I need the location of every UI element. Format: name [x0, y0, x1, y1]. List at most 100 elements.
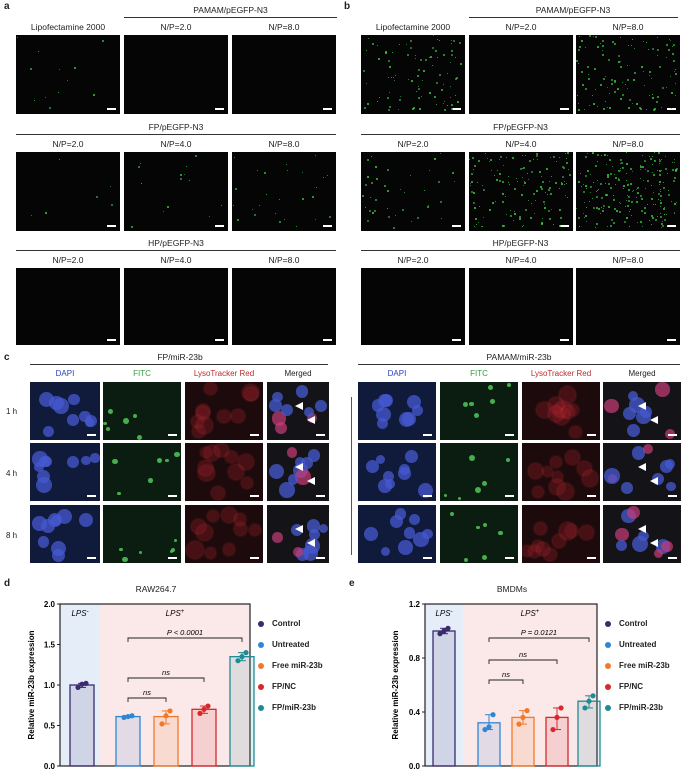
- cell-nucleus: [377, 479, 392, 493]
- fluorescence-speck: [633, 79, 636, 82]
- cell-nucleus: [238, 455, 253, 470]
- fluorescence-speck: [482, 217, 484, 219]
- legend-marker: [258, 620, 264, 627]
- bar-control: [69, 684, 95, 767]
- fluorescence-speck: [111, 204, 114, 207]
- fluorescence-speck: [604, 76, 606, 78]
- cell-nucleus: [268, 399, 282, 412]
- fluorescence-speck: [443, 100, 445, 102]
- fluorescence-speck: [593, 206, 596, 209]
- fluorescence-speck: [410, 174, 412, 176]
- fluorescence-speck: [650, 78, 652, 80]
- cell-nucleus: [197, 404, 209, 417]
- fluorescence-speck: [568, 174, 571, 177]
- data-point: [201, 706, 207, 712]
- cell-nucleus: [380, 546, 391, 557]
- fluorescence-speck: [377, 100, 379, 102]
- fluorescence-speck: [641, 226, 643, 228]
- panel-a-group-fp-title: FP/pEGFP-N3: [148, 122, 204, 132]
- fluorescence-speck: [585, 184, 588, 187]
- arrowhead-marker: [294, 525, 303, 534]
- micrograph-b-fp-np2: [361, 152, 465, 231]
- fluorescence-speck: [367, 220, 370, 223]
- cell-nucleus: [582, 471, 598, 487]
- fluorescence-speck: [549, 217, 552, 220]
- fluorescence-speck: [671, 92, 674, 95]
- panel-c-left-hdr-lyso: LysoTracker Red: [193, 369, 255, 378]
- micrograph-c-left-merged-3: [267, 505, 329, 563]
- y-tick-label: 0.0: [44, 762, 56, 770]
- significance-bracket-ns-2: [127, 697, 167, 702]
- fluorescence-speck: [471, 190, 474, 193]
- fluorescence-speck: [543, 204, 545, 206]
- fluorescence-speck: [640, 108, 643, 111]
- cell-nucleus: [404, 527, 416, 539]
- scale-bar: [423, 434, 432, 436]
- fluorescence-speck: [586, 152, 588, 154]
- fluorescence-speck: [417, 217, 420, 220]
- fluorescence-speck: [502, 165, 504, 167]
- fluorescence-speck: [265, 193, 267, 195]
- fitc-signal: [138, 550, 142, 554]
- fluorescence-speck: [419, 58, 422, 61]
- fitc-signal: [148, 478, 153, 483]
- micrograph-b-fp-np8: [576, 152, 680, 231]
- fluorescence-speck: [632, 189, 634, 191]
- panel-d-label: d: [4, 578, 11, 589]
- cell-nucleus: [208, 510, 218, 521]
- fluorescence-speck: [454, 180, 456, 182]
- fluorescence-speck: [186, 165, 188, 167]
- fluorescence-speck: [455, 77, 458, 80]
- fluorescence-speck: [286, 169, 288, 171]
- fluorescence-speck: [605, 164, 607, 165]
- fitc-signal: [136, 434, 142, 440]
- micrograph-a-hp-np4: [124, 268, 228, 345]
- micrograph-c-right-dapi-3: [358, 505, 436, 563]
- fluorescence-speck: [658, 162, 660, 164]
- fitc-signal: [122, 556, 129, 563]
- fluorescence-speck: [521, 176, 523, 178]
- fluorescence-speck: [603, 207, 605, 209]
- fluorescence-speck: [58, 69, 60, 71]
- bar-control: [432, 630, 456, 767]
- fluorescence-speck: [592, 182, 594, 184]
- fluorescence-speck: [384, 51, 387, 54]
- cell-nucleus: [377, 418, 389, 430]
- legend-label: FP/NC: [272, 682, 296, 691]
- cell-nucleus: [404, 449, 418, 463]
- fluorescence-speck: [639, 168, 641, 170]
- fluorescence-speck: [546, 167, 549, 170]
- fluorescence-speck: [369, 197, 371, 199]
- fluorescence-speck: [275, 213, 277, 215]
- fluorescence-speck: [567, 197, 569, 199]
- fluorescence-speck: [31, 214, 33, 216]
- fluorescence-speck: [626, 184, 629, 187]
- fluorescence-speck: [663, 207, 665, 209]
- bar-free-mir-23b: [511, 716, 535, 767]
- fluorescence-speck: [579, 173, 581, 175]
- y-tick-label: 1.0: [44, 681, 56, 690]
- cell-nucleus: [550, 456, 561, 467]
- fluorescence-speck: [674, 73, 677, 76]
- fluorescence-speck: [664, 214, 666, 216]
- cell-nucleus: [394, 508, 407, 520]
- fluorescence-speck: [435, 82, 438, 85]
- fluorescence-speck: [189, 179, 191, 181]
- fitc-signal: [105, 426, 110, 431]
- fluorescence-speck: [609, 172, 612, 175]
- panel-a-hp-np2: N/P=2.0: [52, 255, 84, 265]
- fluorescence-speck: [620, 159, 623, 162]
- fluorescence-speck: [364, 106, 367, 109]
- fluorescence-speck: [548, 189, 551, 192]
- fluorescence-speck: [607, 175, 610, 178]
- cell-nucleus: [604, 398, 619, 414]
- scale-bar: [87, 557, 96, 559]
- fluorescence-speck: [616, 209, 619, 212]
- fluorescence-speck: [397, 108, 399, 110]
- fluorescence-speck: [596, 222, 599, 225]
- fluorescence-speck: [673, 213, 675, 215]
- fluorescence-speck: [639, 164, 641, 166]
- scale-bar: [668, 434, 677, 436]
- legend-item: Untreated: [605, 640, 656, 649]
- fluorescence-speck: [672, 161, 674, 163]
